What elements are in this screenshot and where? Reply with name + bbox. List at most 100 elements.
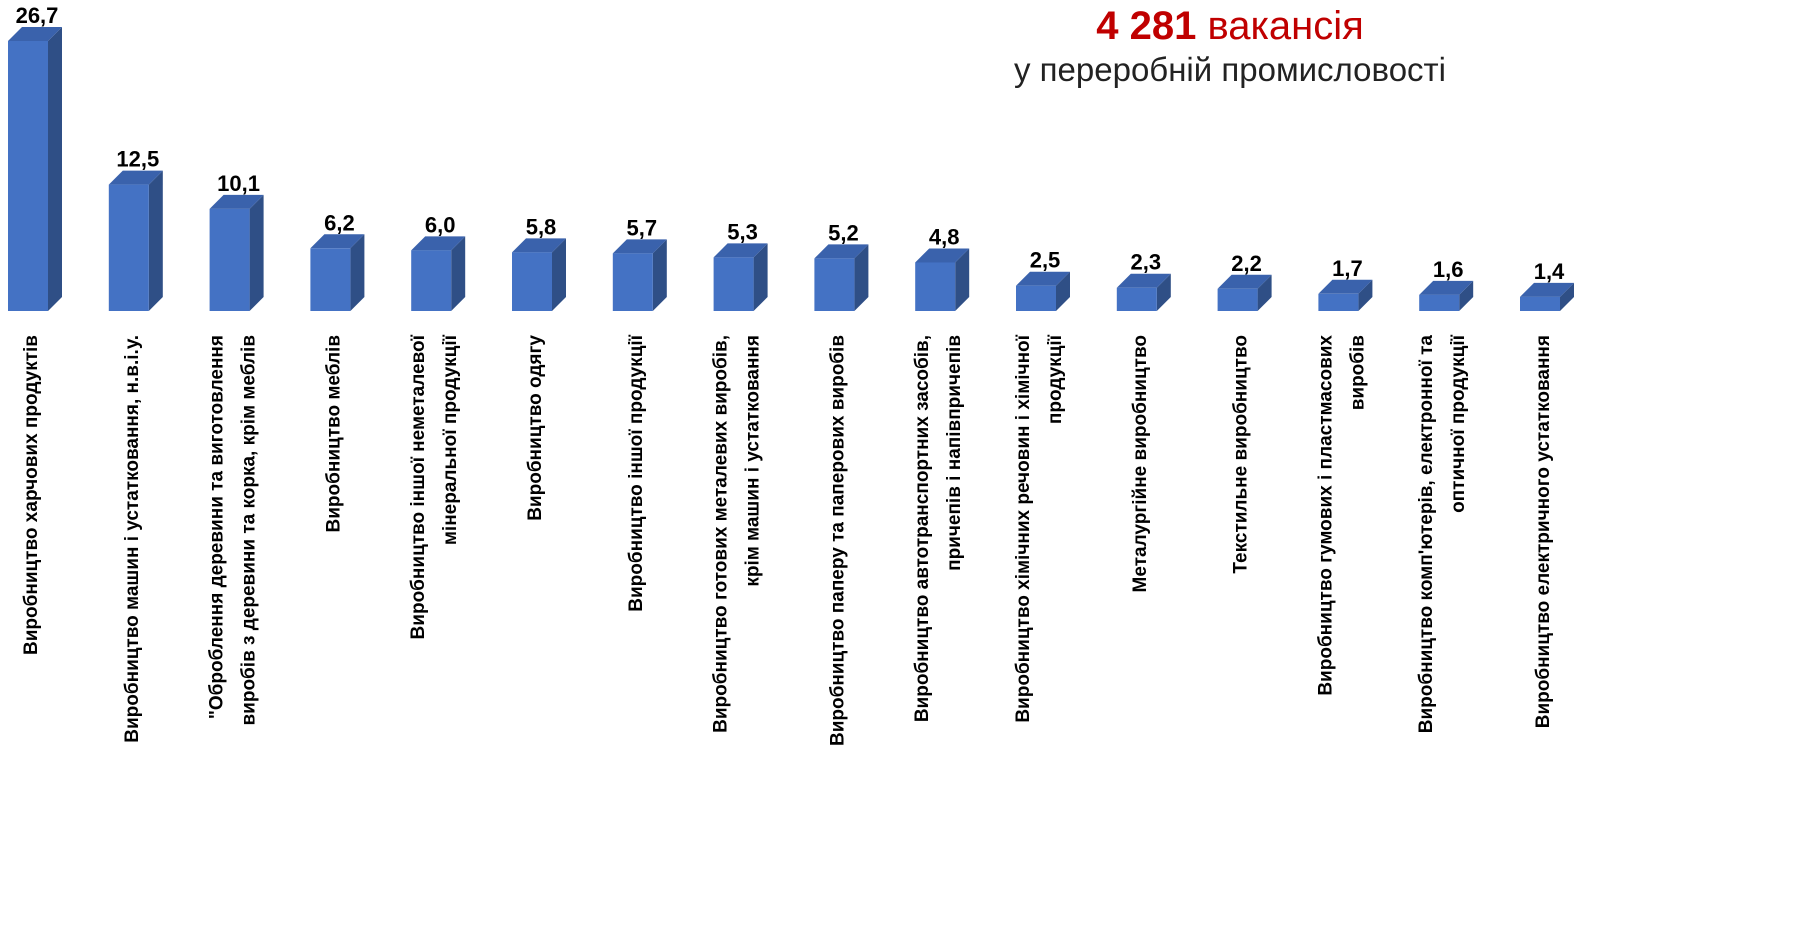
category-label-line: мінеральної продукції — [440, 334, 461, 545]
category-label-line: "Оброблення деревини та виготовлення — [207, 335, 228, 719]
category-label-line: Виробництво комп'ютерів, електронної та — [1416, 335, 1437, 734]
category-label: Виробництво одягу — [525, 335, 546, 521]
chart-headline: 4 281 вакансія у переробній промисловост… — [1000, 2, 1460, 90]
category-label-line: Виробництво паперу та паперових виробів — [827, 335, 848, 746]
bar-value-label: 12,5 — [116, 147, 159, 172]
category-label: Виробництво хімічних речовин і хімічної п… — [1013, 334, 1066, 722]
category-label-line: Текстильне виробництво — [1231, 335, 1252, 574]
category-label: Виробництво електричного устатковання — [1533, 335, 1554, 728]
bar-top — [1016, 271, 1070, 286]
bar — [1520, 296, 1560, 311]
bar-top — [108, 170, 163, 185]
bar — [209, 208, 250, 311]
category-label-line: Виробництво машин і устатковання, н.в.і.… — [122, 335, 143, 743]
bar-side — [955, 248, 970, 311]
bar-side — [350, 234, 365, 311]
bar — [1419, 294, 1460, 311]
bar-side — [854, 244, 869, 311]
bar-value-label: 2,2 — [1231, 251, 1262, 276]
category-label-line: Виробництво хімічних речовин і хімічної — [1013, 334, 1034, 722]
category-label-line: виробів з деревини та корка, крім меблів — [239, 335, 260, 726]
bar-value-label: 1,6 — [1433, 257, 1464, 282]
bar-side — [451, 236, 466, 311]
bar-top — [310, 234, 365, 249]
category-label: Виробництво готових металевих виробів, кр… — [711, 335, 764, 733]
category-label-line: оптичної продукції — [1448, 334, 1469, 513]
bar-side — [1459, 280, 1474, 311]
category-label: Виробництво іншої продукції — [626, 334, 647, 611]
bar — [512, 252, 552, 311]
bar-top — [1318, 279, 1373, 294]
headline-subtitle: у переробній промисловості — [1014, 51, 1446, 88]
bar-top — [1419, 280, 1474, 295]
vacancy-unit: вакансія — [1207, 4, 1364, 48]
category-label: Виробництво паперу та паперових виробів — [827, 335, 848, 746]
bar — [411, 250, 452, 311]
category-label: Металургійне виробництво — [1130, 335, 1151, 592]
category-label: Виробництво меблів — [323, 335, 344, 532]
bar-value-label: 1,4 — [1534, 259, 1565, 284]
bar — [8, 41, 48, 311]
bar-top — [915, 248, 970, 263]
bar-top — [612, 239, 667, 254]
bar-value-label: 6,2 — [324, 210, 355, 235]
bar-side — [1156, 273, 1171, 311]
bar — [310, 248, 351, 311]
bar-side — [148, 170, 163, 311]
bar-value-label: 6,0 — [425, 212, 456, 237]
category-label-line: Виробництво електричного устатковання — [1533, 335, 1554, 728]
category-label-line: Виробництво готових металевих виробів, — [711, 335, 732, 733]
category-label-line: Виробництво харчових продуктів — [21, 335, 42, 655]
category-label-line: Виробництво гумових і пластмасових — [1315, 335, 1336, 696]
bar-value-label: 2,3 — [1131, 250, 1162, 275]
bar-value-label: 26,7 — [16, 3, 59, 28]
bar-value-label: 4,8 — [929, 224, 960, 249]
vacancy-count: 4 281 — [1096, 4, 1197, 48]
bar-side — [552, 238, 566, 311]
bar-value-label: 5,7 — [627, 215, 658, 240]
bar — [1116, 287, 1157, 311]
category-label-line: крім машин і устатковання — [743, 335, 764, 587]
bar — [612, 253, 653, 311]
bar — [814, 258, 855, 311]
category-label-line: Виробництво меблів — [323, 335, 344, 532]
category-label-line: Виробництво іншої продукції — [626, 334, 647, 611]
category-label: Текстильне виробництво — [1231, 335, 1252, 574]
bar-top — [814, 244, 869, 259]
bar-side — [249, 194, 264, 311]
bar-value-label: 5,8 — [526, 214, 557, 239]
bar-side — [1358, 279, 1373, 311]
bar-top — [209, 194, 264, 209]
category-label-line: причепів і напівпричепів — [944, 335, 965, 571]
category-label-line: виробів — [1347, 335, 1368, 410]
category-label: Виробництво гумових і пластмасових виробі… — [1315, 335, 1368, 696]
bar-top — [1116, 273, 1171, 288]
bar-side — [753, 243, 768, 311]
bar-top — [8, 27, 62, 41]
bar — [1318, 293, 1359, 311]
category-label: "Оброблення деревини та виготовлення виро… — [207, 335, 260, 726]
category-label: Виробництво харчових продуктів — [21, 335, 42, 655]
bar-value-label: 10,1 — [217, 171, 260, 196]
bar — [1016, 285, 1056, 311]
bar-value-label: 2,5 — [1030, 248, 1061, 273]
vacancy-count-line: 4 281 вакансія — [1000, 2, 1460, 50]
category-label-line: Виробництво автотранспортних засобів, — [912, 335, 933, 722]
bar — [915, 262, 956, 311]
bar-side — [1257, 274, 1272, 311]
category-label: Виробництво комп'ютерів, електронної та о… — [1416, 334, 1469, 733]
category-label-line: Виробництво одягу — [525, 335, 546, 521]
bar-top — [1217, 274, 1272, 289]
bar-side — [48, 27, 62, 311]
category-label-line: Виробництво іншої неметалевої — [408, 334, 429, 639]
bar-value-label: 5,2 — [828, 220, 859, 245]
bar — [713, 257, 754, 311]
category-label: Виробництво автотранспортних засобів, при… — [912, 335, 965, 722]
bar-side — [1560, 282, 1574, 311]
bar-top — [1520, 282, 1574, 297]
bar — [108, 184, 149, 311]
bar-side — [652, 239, 667, 311]
bar-top — [411, 236, 466, 251]
bar — [1217, 288, 1258, 311]
